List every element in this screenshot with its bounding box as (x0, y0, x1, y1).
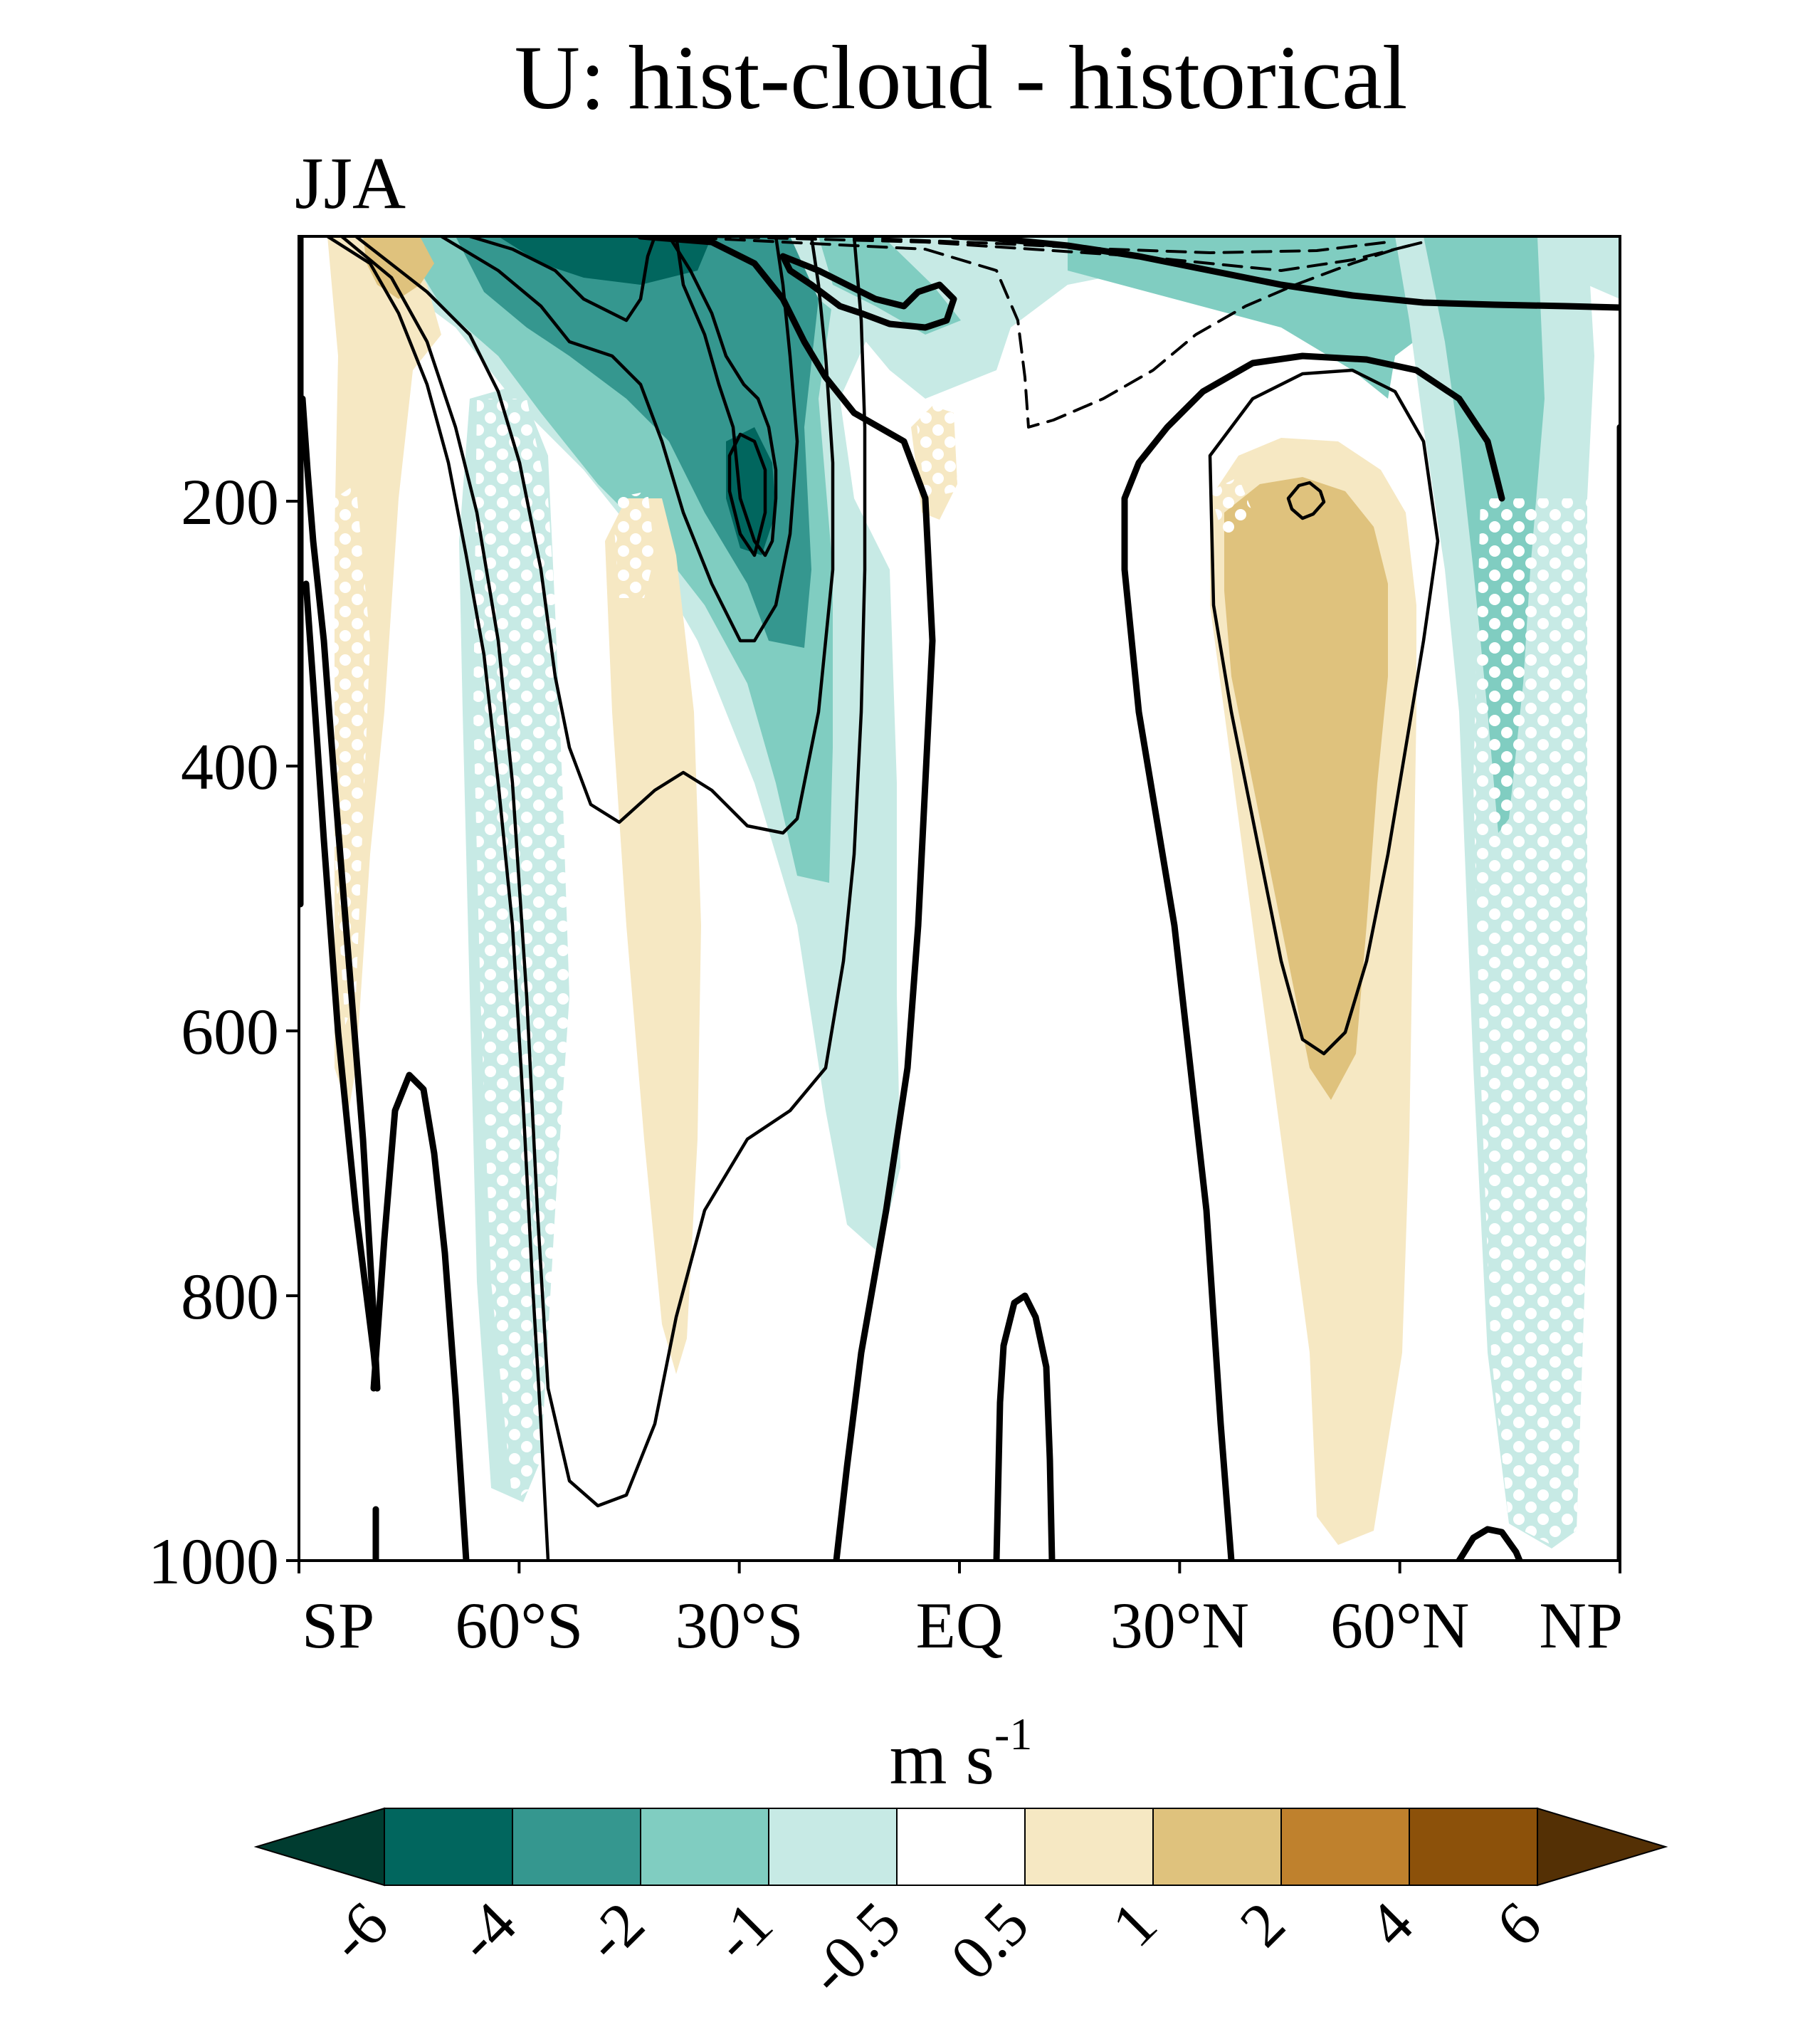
contour-sh-jet-core (727, 432, 767, 557)
contour-neg-1 (668, 236, 1425, 429)
y-tick-label: 200 (181, 466, 279, 538)
chart-subtitle: JJA (295, 142, 406, 224)
colorbar-tick-group: 4 (1355, 1890, 1426, 1961)
colorbar-tick-group: 2 (1227, 1890, 1298, 1961)
contour-neg-2 (710, 236, 1411, 272)
shade-nh-upper-teal (819, 236, 961, 335)
contour-neg-3 (853, 236, 1389, 254)
colorbar-swatch (512, 1808, 641, 1886)
shade-nh-tan (1224, 477, 1388, 1100)
plot-area (299, 236, 1620, 1561)
colorbar-max-arrow (1537, 1807, 1668, 1887)
colorbar-tick-group: -6 (316, 1890, 401, 1975)
colorbar-swatch (1280, 1808, 1410, 1886)
colorbar-ticks: -6 -4 -2 -1 -0.5 0.5 1 2 4 6 (316, 1890, 1554, 2008)
contour-layer (299, 236, 1620, 1561)
colorbar-tick-label: 1 (1099, 1890, 1170, 1961)
x-tick-label: 30°N (1110, 1589, 1249, 1662)
colorbar-tick-group: -1 (700, 1890, 786, 1975)
colorbar-tick-label: 4 (1355, 1890, 1426, 1961)
colorbar-tick-label: 0.5 (938, 1890, 1042, 1993)
colorbar-swatch (1409, 1808, 1538, 1886)
colorbar-label: m s-1 (890, 1709, 1033, 1800)
colorbar-swatch (384, 1808, 513, 1886)
x-tick-label: 60°N (1330, 1589, 1469, 1662)
contour-zero-nh (1121, 352, 1505, 1561)
stipple-nh-highlat (1473, 498, 1591, 1545)
colorbar-swatch (640, 1808, 769, 1886)
colorbar-tick-group: -0.5 (795, 1890, 914, 2008)
contour-zero-nh-top (950, 236, 1620, 311)
contour-sh-5 (468, 236, 657, 323)
y-tick-label: 800 (181, 1260, 279, 1333)
x-tick-label: 30°S (675, 1589, 804, 1662)
stippling-layer (335, 399, 1591, 1545)
y-axis: 200 400 600 800 1000 (148, 466, 299, 1598)
colorbar-tick-label: -4 (444, 1890, 530, 1975)
colorbar-tick-label: 6 (1483, 1890, 1554, 1961)
contour-zero-sh-pole (299, 395, 381, 1392)
contour-sh-1 (325, 236, 550, 1561)
x-tick-label: EQ (916, 1589, 1004, 1662)
colorbar: m s-1 -6 -4 -2 -1 -0.5 0.5 1 2 4 6 (253, 1709, 1668, 2008)
colorbar-min-arrow (253, 1807, 385, 1887)
chart-title: U: hist-cloud - historical (515, 27, 1408, 128)
colorbar-tick-group: 1 (1099, 1890, 1170, 1961)
contour-sh-3 (354, 236, 835, 835)
colorbar-tick-group: 0.5 (938, 1890, 1042, 1993)
colorbar-tick-group: 6 (1483, 1890, 1554, 1961)
colorbar-tick-group: -4 (444, 1890, 530, 1975)
stipple-nh-top (1210, 477, 1253, 541)
colorbar-tick-label: -0.5 (795, 1890, 914, 2008)
stipple-sh-mid (612, 491, 655, 598)
contour-nh-sfc (1456, 1526, 1523, 1561)
contour-sh-6 (667, 236, 778, 557)
contour-sh-2 (340, 236, 867, 1508)
shade-nh-upper-light-teal (790, 236, 1620, 399)
contour-zero-sh-spike (370, 1071, 470, 1561)
colorbar-tick-label: 2 (1227, 1890, 1298, 1961)
colorbar-tick-label: -2 (572, 1890, 658, 1975)
x-tick-label: SP (302, 1589, 374, 1662)
x-tick-label: 60°S (455, 1589, 583, 1662)
colorbar-swatches (253, 1807, 1668, 1887)
contour-zero-eq (637, 236, 936, 1561)
colorbar-tick-label: -1 (700, 1890, 786, 1975)
stipple-sh-eq (915, 406, 957, 498)
colorbar-tick-group: -2 (572, 1890, 658, 1975)
colorbar-swatch (896, 1808, 1026, 1886)
stipple-sh-band (473, 399, 569, 1502)
shade-sh-dark-teal (456, 236, 833, 648)
y-tick-label: 1000 (148, 1525, 279, 1598)
y-tick-label: 600 (181, 995, 279, 1068)
contour-sh-4 (439, 236, 799, 643)
shade-sh-tan-mid (605, 498, 701, 1374)
shade-sh-darkest-teal (498, 236, 712, 285)
contour-zero-eq-bump (993, 1292, 1056, 1561)
contour-nh-core (1286, 481, 1326, 520)
colorbar-swatch (1152, 1808, 1282, 1886)
x-axis: SP 60°S 30°S EQ 30°N 60°N NP (298, 1561, 1623, 1662)
colorbar-swatch (768, 1808, 898, 1886)
y-tick-label: 400 (181, 730, 279, 803)
colorbar-swatch (1024, 1808, 1154, 1886)
x-tick-label: NP (1539, 1589, 1623, 1662)
colorbar-tick-label: -6 (316, 1890, 401, 1975)
contour-zero-eq-top (779, 253, 957, 331)
contour-nh-1 (1208, 368, 1440, 1056)
